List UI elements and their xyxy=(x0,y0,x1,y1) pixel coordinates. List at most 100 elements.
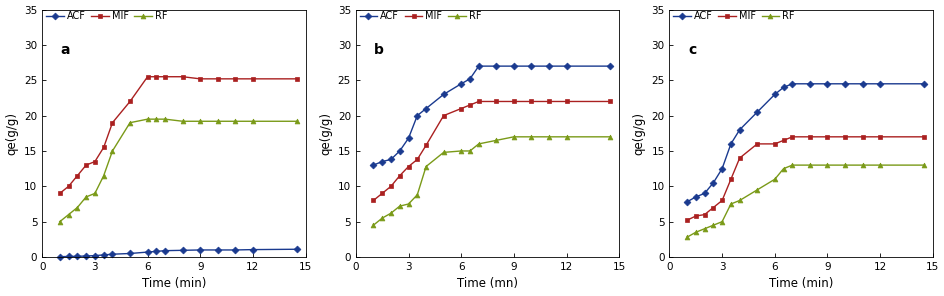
RF xyxy=(873,163,885,167)
MIF xyxy=(376,192,387,195)
MIF xyxy=(367,199,379,202)
RF xyxy=(89,192,100,195)
MIF xyxy=(98,146,110,149)
ACF xyxy=(918,82,929,86)
Legend: ACF, MIF, RF: ACF, MIF, RF xyxy=(42,7,171,25)
Y-axis label: qe(g/g): qe(g/g) xyxy=(6,112,19,155)
MIF xyxy=(681,218,692,222)
RF xyxy=(716,220,727,223)
MIF xyxy=(525,100,536,103)
ACF xyxy=(490,64,501,68)
MIF xyxy=(80,163,92,167)
ACF xyxy=(194,248,206,252)
MIF xyxy=(177,75,188,78)
RF xyxy=(707,223,718,227)
ACF xyxy=(733,128,745,131)
ACF xyxy=(72,255,83,258)
MIF xyxy=(107,121,118,124)
MIF xyxy=(420,144,431,147)
RF xyxy=(177,120,188,123)
RF xyxy=(733,199,745,202)
RF xyxy=(72,206,83,209)
MIF xyxy=(750,142,762,146)
RF xyxy=(412,193,423,197)
MIF xyxy=(63,184,75,188)
ACF xyxy=(785,82,797,86)
MIF xyxy=(54,192,65,195)
RF xyxy=(107,149,118,153)
RF xyxy=(561,135,572,139)
RF xyxy=(918,163,929,167)
ACF xyxy=(750,110,762,114)
MIF xyxy=(561,100,572,103)
RF xyxy=(54,220,65,223)
ACF xyxy=(80,254,92,258)
ACF xyxy=(107,252,118,256)
MIF xyxy=(918,135,929,139)
RF xyxy=(473,142,484,146)
RF xyxy=(367,223,379,227)
MIF xyxy=(604,100,615,103)
MIF xyxy=(72,174,83,178)
MIF xyxy=(455,107,466,110)
ACF xyxy=(412,114,423,118)
Line: RF: RF xyxy=(371,134,613,228)
ACF xyxy=(604,64,615,68)
MIF xyxy=(194,77,206,81)
RF xyxy=(63,213,75,216)
RF xyxy=(80,195,92,199)
ACF xyxy=(63,255,75,258)
ACF xyxy=(873,82,885,86)
Text: b: b xyxy=(374,43,384,57)
Y-axis label: qe(g/g): qe(g/g) xyxy=(319,112,331,155)
RF xyxy=(247,120,259,123)
ACF xyxy=(838,82,850,86)
RF xyxy=(490,139,501,142)
MIF xyxy=(125,100,136,103)
RF xyxy=(150,118,161,121)
ACF xyxy=(247,248,259,251)
ACF xyxy=(160,249,171,252)
ACF xyxy=(394,149,405,153)
ACF xyxy=(89,254,100,258)
RF xyxy=(604,135,615,139)
MIF xyxy=(856,135,868,139)
ACF xyxy=(54,255,65,258)
RF xyxy=(856,163,868,167)
MIF xyxy=(733,156,745,160)
MIF xyxy=(247,77,259,81)
MIF xyxy=(689,214,700,218)
ACF xyxy=(724,142,735,146)
ACF xyxy=(821,82,833,86)
RF xyxy=(194,120,206,123)
ACF xyxy=(707,181,718,185)
MIF xyxy=(211,77,223,81)
MIF xyxy=(699,213,710,216)
RF xyxy=(724,202,735,206)
MIF xyxy=(437,114,448,118)
ACF xyxy=(856,82,868,86)
ACF xyxy=(437,93,448,96)
RF xyxy=(525,135,536,139)
RF xyxy=(508,135,519,139)
MIF xyxy=(803,135,815,139)
RF xyxy=(394,204,405,208)
MIF xyxy=(473,100,484,103)
RF xyxy=(768,178,780,181)
ACF xyxy=(367,163,379,167)
ACF xyxy=(229,248,241,252)
ACF xyxy=(142,250,153,254)
RF xyxy=(291,120,302,123)
ACF xyxy=(681,200,692,204)
ACF xyxy=(420,107,431,110)
RF xyxy=(777,167,788,170)
MIF xyxy=(150,75,161,78)
RF xyxy=(98,174,110,178)
RF xyxy=(543,135,554,139)
Text: c: c xyxy=(687,43,696,57)
RF xyxy=(803,163,815,167)
Y-axis label: qe(g/g): qe(g/g) xyxy=(632,112,645,155)
X-axis label: Time (min): Time (min) xyxy=(768,277,833,290)
RF xyxy=(420,165,431,168)
MIF xyxy=(785,135,797,139)
